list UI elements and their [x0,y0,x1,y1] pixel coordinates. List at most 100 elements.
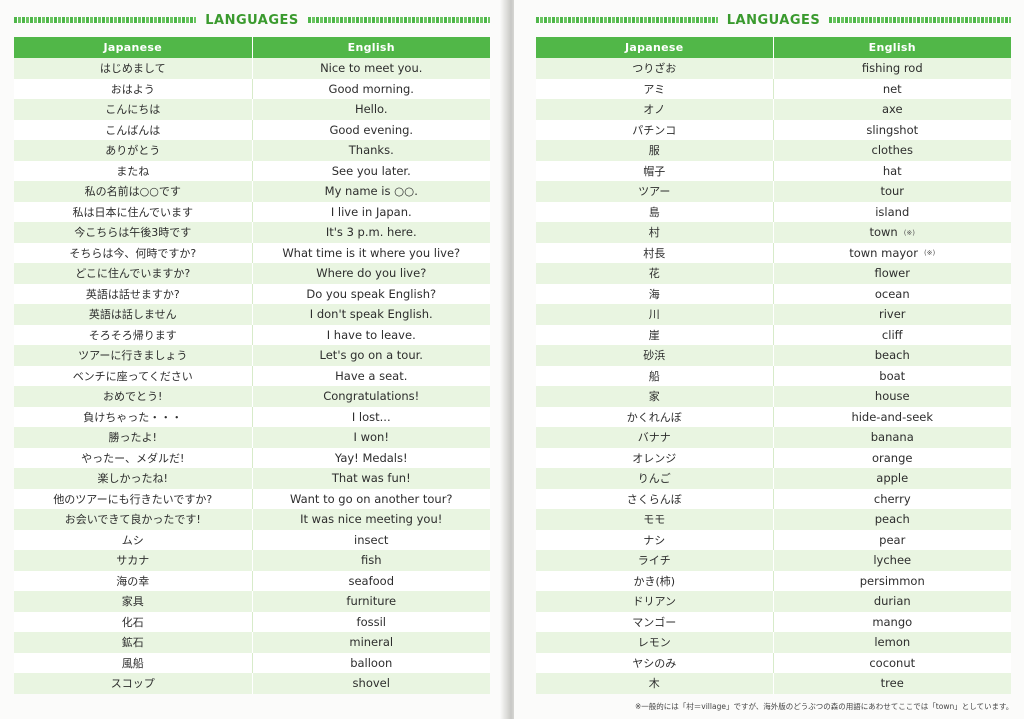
cell-japanese: バナナ [536,427,774,448]
cell-english: lemon [773,632,1011,653]
cell-japanese: 村 [536,222,774,243]
table-row: おめでとう! Congratulations! [14,386,490,407]
table-row: オノ axe [536,99,1011,120]
cell-japanese: 風船 [14,652,253,673]
table-row: かき(柿) persimmon [536,570,1011,591]
cell-english: axe [773,99,1011,120]
table-row: ありがとう Thanks. [14,140,490,161]
cell-english-text: orange [872,450,913,465]
cell-english-text: town [869,225,898,240]
cell-english-text: boat [879,368,906,383]
table-row: ベンチに座ってください Have a seat. [14,365,490,386]
cell-english: coconut [773,652,1011,673]
cell-japanese: パチンコ [536,119,774,140]
table-row: モモ peach [536,509,1011,530]
cell-english: peach [773,509,1011,530]
cell-japanese: 楽しかったね! [14,468,253,489]
cell-english: ocean [773,283,1011,304]
cell-english: cliff [773,324,1011,345]
heading-title-right: LANGUAGES [726,12,821,28]
column-header-english: English [773,37,1011,58]
table-row: 鉱石 mineral [14,632,490,653]
table-row: こんにちは Hello. [14,99,490,120]
cell-english: seafood [252,570,490,591]
cell-japanese: 私の名前は○○です [14,181,253,202]
cell-english-text: Good morning. [328,81,414,96]
table-header-row: Japanese English [536,37,1011,58]
cell-english-text: lychee [873,553,912,568]
table-row: ナシ pear [536,529,1011,550]
cell-japanese: こんにちは [14,99,253,120]
cell-english: Yay! Medals! [252,447,490,468]
table-row: つりざお fishing rod [536,58,1011,79]
table-row: おはよう Good morning. [14,78,490,99]
cell-english: orange [773,447,1011,468]
cell-japanese: ドリアン [536,591,774,612]
table-row: 島 island [536,201,1011,222]
cell-english-text: Where do you live? [316,266,427,281]
table-row: りんご apple [536,468,1011,489]
cell-japanese: 村長 [536,242,774,263]
cell-english: I live in Japan. [252,201,490,222]
cell-english: cherry [773,488,1011,509]
cell-english-text: ocean [874,286,910,301]
cell-japanese: はじめまして [14,58,253,79]
table-row: ライチ lychee [536,550,1011,571]
cell-japanese: アミ [536,78,774,99]
cell-japanese: 帽子 [536,160,774,181]
cell-english: hat [773,160,1011,181]
cell-english: Good morning. [252,78,490,99]
table-row: お会いできて良かったです! It was nice meeting you! [14,509,490,530]
cell-english-text: town mayor [849,245,918,260]
cell-japanese: おめでとう! [14,386,253,407]
cell-english-text: furniture [346,594,397,609]
table-row: 化石 fossil [14,611,490,632]
cell-japanese: 服 [536,140,774,161]
cell-japanese: かくれんぼ [536,406,774,427]
cell-english: town mayor (※) [773,242,1011,263]
cell-english: I lost... [252,406,490,427]
cell-english: insect [252,529,490,550]
cell-japanese: ライチ [536,550,774,571]
cell-english: It's 3 p.m. here. [252,222,490,243]
table-row: パチンコ slingshot [536,119,1011,140]
cell-english: It was nice meeting you! [252,509,490,530]
vocab-table-right: Japanese English つりざお fishing rod アミ net オノ a… [536,37,1011,694]
cell-japanese: りんご [536,468,774,489]
cell-english: boat [773,365,1011,386]
cell-english-text: Have a seat. [335,368,408,383]
cell-japanese: 英語は話しません [14,304,253,325]
cell-english-text: I live in Japan. [330,204,412,219]
table-row: スコップ shovel [14,673,490,694]
cell-english-text: mango [872,614,913,629]
cell-english: fishing rod [773,58,1011,79]
table-row: 砂浜 beach [536,345,1011,366]
table-row: ツアーに行きましょう Let's go on a tour. [14,345,490,366]
table-row: ムシ insect [14,529,490,550]
heading-stripe-left [14,17,197,23]
heading-stripe-left [536,17,718,23]
cell-english: island [773,201,1011,222]
cell-english-text: durian [873,594,911,609]
cell-english: Congratulations! [252,386,490,407]
table-row: 私の名前は○○です My name is ○○. [14,181,490,202]
table-row: 英語は話せますか? Do you speak English? [14,283,490,304]
cell-english-text: insect [354,532,389,547]
right-page: LANGUAGES Japanese English つりざお fishing r… [514,0,1024,719]
cell-english: fish [252,550,490,571]
cell-english-text: I lost... [351,409,391,424]
cell-english: mango [773,611,1011,632]
cell-english: Good evening. [252,119,490,140]
cell-english-text: Thanks. [348,143,394,158]
cell-japanese: 家 [536,386,774,407]
cell-english: I have to leave. [252,324,490,345]
cell-english-text: coconut [869,655,916,670]
cell-english-text: fishing rod [861,61,923,76]
table-row: 今こちらは午後3時です It's 3 p.m. here. [14,222,490,243]
cell-japanese: ヤシのみ [536,652,774,673]
cell-english: Thanks. [252,140,490,161]
cell-english: Have a seat. [252,365,490,386]
cell-japanese: 海 [536,283,774,304]
cell-english-text: I have to leave. [326,327,416,342]
cell-english-text: hat [882,163,902,178]
